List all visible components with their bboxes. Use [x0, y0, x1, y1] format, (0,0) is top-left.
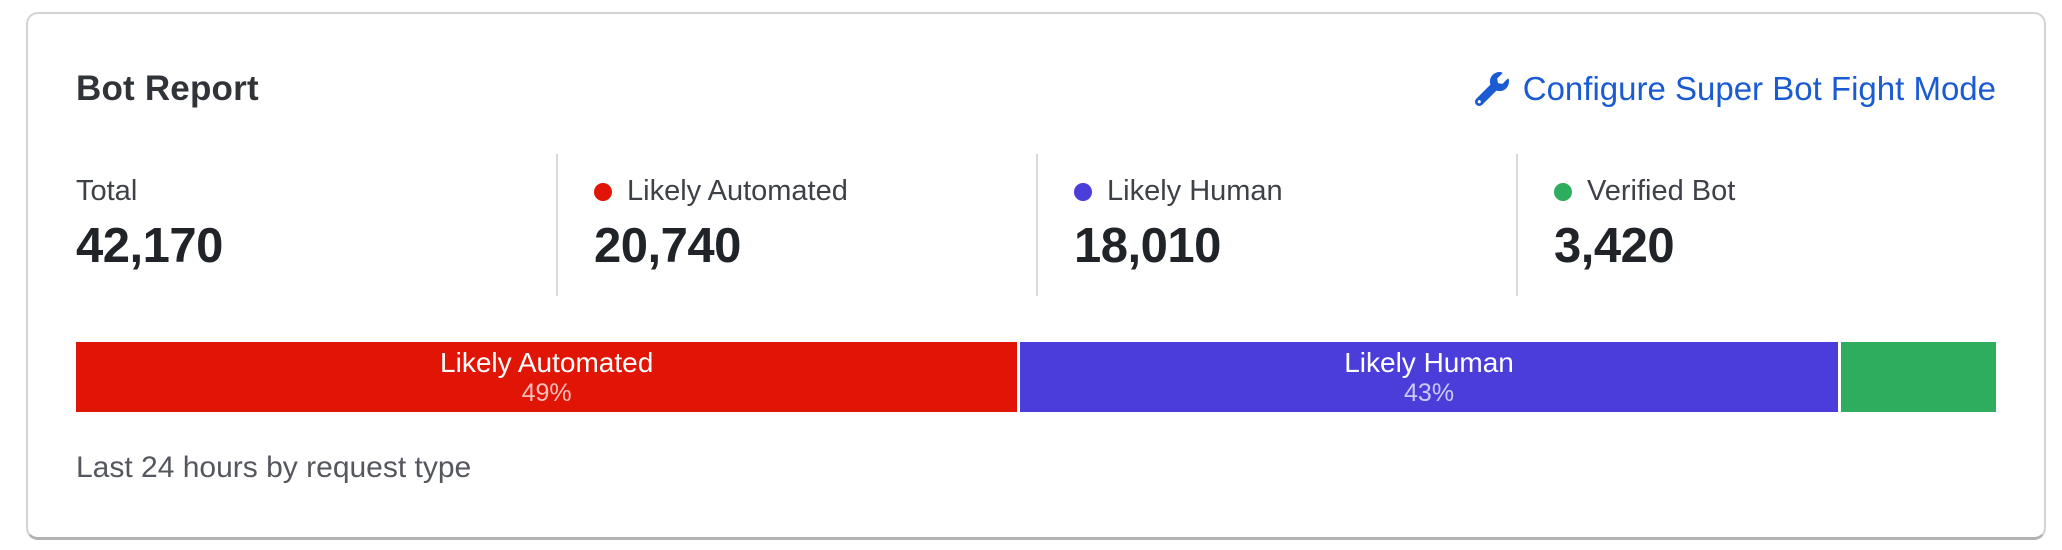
stat-verified-bot: Verified Bot 3,420	[1516, 154, 1996, 296]
stat-label: Likely Human	[1107, 175, 1283, 207]
wrench-icon	[1474, 72, 1509, 106]
stat-value: 3,420	[1554, 219, 1675, 273]
page-title: Bot Report	[76, 69, 259, 108]
bar-segment-verified-bot	[1840, 342, 1996, 412]
bar-segment-likely-automated: Likely Automated 49%	[76, 342, 1018, 412]
likely-automated-dot-icon	[594, 182, 612, 201]
likely-human-dot-icon	[1074, 182, 1092, 201]
stat-label: Likely Automated	[627, 175, 848, 207]
bar-segment-label: Likely Automated	[440, 346, 654, 378]
stats-row: Total 42,170 Likely Automated 20,740 Lik…	[76, 154, 1996, 296]
stat-likely-automated: Likely Automated 20,740	[556, 154, 1036, 296]
stat-label: Verified Bot	[1587, 175, 1736, 207]
stat-value: 18,010	[1074, 219, 1221, 273]
bar-segment-percent: 43%	[1404, 378, 1455, 407]
stat-likely-human: Likely Human 18,010	[1036, 154, 1516, 296]
request-type-stacked-bar: Likely Automated 49% Likely Human 43%	[76, 342, 1996, 412]
stat-total: Total 42,170	[76, 154, 556, 296]
bot-report-card: Bot Report Configure Super Bot Fight Mod…	[26, 12, 2046, 540]
verified-bot-dot-icon	[1554, 182, 1572, 201]
bar-segment-percent: 49%	[521, 378, 572, 407]
stat-value: 42,170	[76, 219, 223, 273]
configure-link-label: Configure Super Bot Fight Mode	[1522, 70, 1996, 107]
bar-segment-likely-human: Likely Human 43%	[1020, 342, 1838, 412]
stat-value: 20,740	[594, 219, 741, 273]
card-header: Bot Report Configure Super Bot Fight Mod…	[76, 68, 1996, 110]
time-range-caption: Last 24 hours by request type	[76, 451, 472, 484]
stat-label: Total	[76, 175, 138, 207]
configure-super-bot-fight-mode-link[interactable]: Configure Super Bot Fight Mode	[1474, 69, 1996, 109]
bar-segment-label: Likely Human	[1344, 346, 1514, 378]
